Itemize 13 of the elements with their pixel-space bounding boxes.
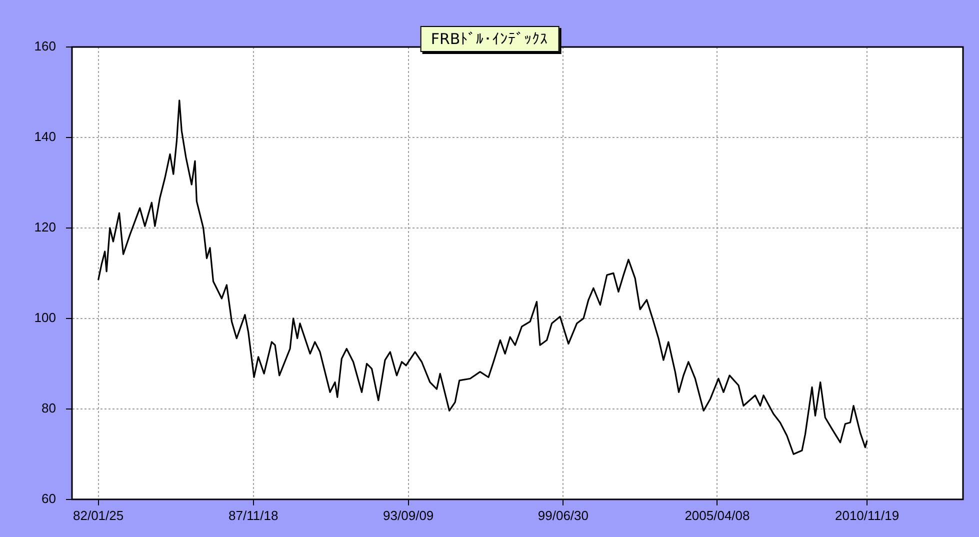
chart-title: FRBﾄﾞﾙ･ｲﾝﾃﾞｯｸｽ [420,26,560,52]
y-tick-label: 60 [42,490,56,506]
x-tick-label: 99/06/30 [538,508,588,523]
x-tick-label: 87/11/18 [228,508,278,523]
y-tick-label: 140 [34,129,56,144]
x-tick-label: 2010/11/19 [834,508,900,523]
y-tick-label: 80 [42,400,56,416]
x-tick-label: 2005/04/08 [684,508,750,523]
y-tick-label: 100 [34,310,56,326]
x-tick-label: 93/09/09 [383,508,434,523]
x-tick-label: 82/01/25 [72,508,124,523]
y-tick-label: 160 [34,38,56,54]
y-tick-label: 120 [34,220,56,235]
